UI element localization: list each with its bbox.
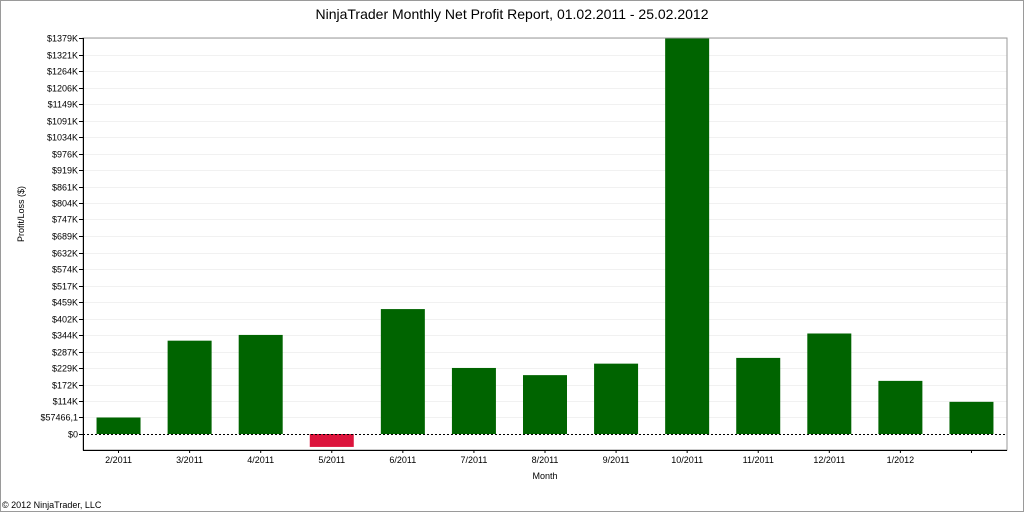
x-tick-label: 3/2011: [176, 455, 203, 465]
axes: [79, 37, 1008, 453]
y-tick-label: $1264K: [47, 67, 78, 77]
y-tick-label: $1321K: [47, 51, 78, 61]
bar-5-2011[interactable]: [309, 434, 354, 447]
bar-7-2011[interactable]: [451, 367, 496, 434]
x-tick-label: 10/2011: [671, 455, 703, 465]
y-tick-labels: $0 $57466,1 $114K $172K $229K $287K $344K $402K…: [40, 34, 78, 440]
y-tick-label: $1149K: [48, 100, 78, 110]
y-tick-label: $57466,1: [40, 413, 78, 423]
y-tick-label: $919K: [52, 166, 78, 176]
x-axis-label: Month: [532, 471, 557, 481]
bar-2-2012[interactable]: [949, 401, 994, 434]
x-tick-labels: 2/2011 3/2011 4/2011 5/2011 6/2011 7/2011 8/20…: [105, 455, 914, 465]
y-tick-label: $0: [68, 430, 78, 440]
bar-8-2011[interactable]: [523, 375, 567, 434]
chart-title: NinjaTrader Monthly Net Profit Report, 0…: [315, 6, 709, 22]
y-tick-label: $517K: [52, 282, 78, 292]
y-tick-label: $1379K: [47, 34, 78, 44]
copyright-text: © 2012 NinjaTrader, LLC: [2, 500, 102, 510]
y-tick-label: $172K: [52, 381, 78, 391]
y-tick-label: $804K: [52, 199, 78, 209]
x-tick-label: 5/2011: [318, 455, 345, 465]
bars: [96, 38, 994, 447]
x-tick-label: 8/2011: [532, 455, 559, 465]
bar-6-2011[interactable]: [380, 309, 425, 434]
bar-3-2011[interactable]: [167, 340, 212, 434]
y-tick-label: $287K: [52, 348, 78, 358]
bar-10-2011[interactable]: [665, 38, 710, 434]
y-tick-label: $861K: [52, 183, 78, 193]
y-tick-label: $1091K: [47, 117, 78, 127]
grid-lines: [83, 38, 1007, 418]
x-tick-label: 12/2011: [813, 455, 845, 465]
x-tick-label: 4/2011: [247, 455, 274, 465]
bar-4-2011[interactable]: [238, 334, 283, 434]
y-tick-label: $402K: [52, 315, 78, 325]
x-tick-label: 11/2011: [743, 455, 774, 465]
y-axis-label: Profit/Loss ($): [16, 186, 26, 242]
y-tick-label: $1206K: [47, 84, 78, 94]
x-tick-label: 9/2011: [603, 455, 630, 465]
x-tick-label: 2/2011: [105, 455, 132, 465]
y-tick-label: $747K: [52, 215, 78, 225]
y-tick-label: $976K: [52, 150, 78, 160]
bar-2-2011[interactable]: [96, 417, 141, 434]
y-tick-label: $574K: [52, 265, 78, 275]
x-tick-label: 1/2012: [887, 455, 915, 465]
y-tick-label: $459K: [52, 298, 78, 308]
y-tick-label: $344K: [52, 331, 78, 341]
y-tick-label: $1034K: [47, 133, 78, 143]
bar-9-2011[interactable]: [594, 363, 639, 434]
bar-11-2011[interactable]: [736, 357, 781, 434]
x-tick-label: 6/2011: [389, 455, 416, 465]
bar-1-2012[interactable]: [878, 380, 923, 434]
y-tick-label: $632K: [52, 249, 78, 259]
y-tick-label: $689K: [52, 232, 78, 242]
bar-12-2011[interactable]: [807, 333, 852, 434]
y-tick-label: $114K: [53, 397, 78, 407]
x-tick-label: 7/2011: [460, 455, 487, 465]
y-tick-label: $229K: [52, 364, 78, 374]
